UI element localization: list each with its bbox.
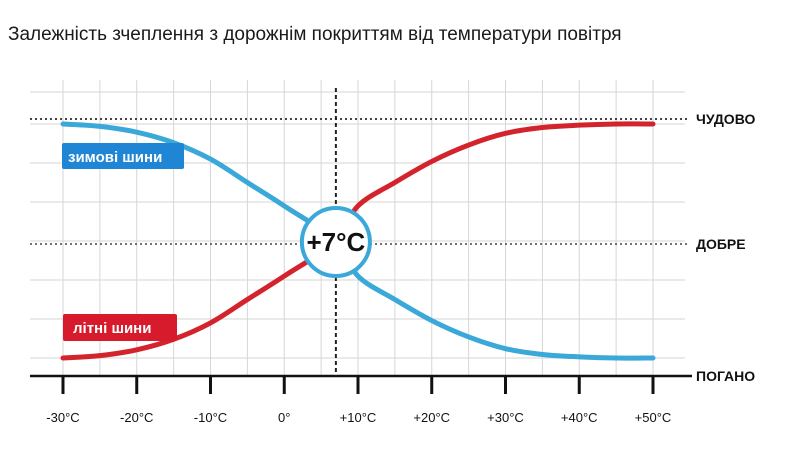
level-lines: ПОГАНО ДОБРЕ ЧУДОВО [30,111,755,384]
x-axis: -30°C -20°C -10°C 0° +10°C +20°C +30°C +40°C +50… [30,88,692,425]
x-tick-label: -10°C [194,410,227,425]
summer-tires-label-box [63,314,177,341]
series-lines [60,121,656,361]
winter-tires-line [60,121,656,361]
crossover-marker: +7°C [299,206,372,278]
x-tick-label: +50°C [635,410,672,425]
crossover-label: +7°C [306,227,365,257]
series-labels: зимові шини літні шини [62,143,184,341]
crossover-circle [299,206,372,278]
x-tick-label: -30°C [46,410,79,425]
summer-tires-line [60,121,656,361]
level-label: ДОБРЕ [696,236,746,252]
x-tick-label: +10°C [340,410,377,425]
x-tick-label: -20°C [120,410,153,425]
x-tick-label: +20°C [413,410,450,425]
level-label: ЧУДОВО [696,111,755,127]
x-tick-label: +40°C [561,410,598,425]
winter-tires-label: зимові шини [68,149,162,166]
chart-title: Залежність зчеплення з дорожнім покриття… [8,24,622,45]
x-tick-label: +30°C [487,410,524,425]
x-tick-label: 0° [278,410,290,425]
winter-tires-label-box [62,143,184,169]
level-label: ПОГАНО [696,368,755,384]
grid [30,80,685,376]
summer-tires-label: літні шини [73,320,151,337]
